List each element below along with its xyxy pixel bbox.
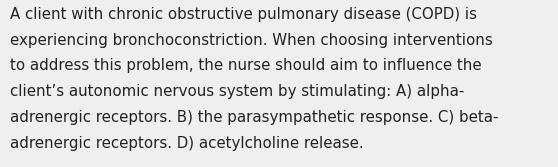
Text: experiencing bronchoconstriction. When choosing interventions: experiencing bronchoconstriction. When c… — [10, 33, 493, 48]
Text: A client with chronic obstructive pulmonary disease (COPD) is: A client with chronic obstructive pulmon… — [10, 7, 477, 22]
Text: adrenergic receptors. D) acetylcholine release.: adrenergic receptors. D) acetylcholine r… — [10, 136, 364, 151]
Text: adrenergic receptors. B) the parasympathetic response. C) beta-: adrenergic receptors. B) the parasympath… — [10, 110, 498, 125]
Text: client’s autonomic nervous system by stimulating: A) alpha-: client’s autonomic nervous system by sti… — [10, 84, 464, 99]
Text: to address this problem, the nurse should aim to influence the: to address this problem, the nurse shoul… — [10, 58, 482, 73]
